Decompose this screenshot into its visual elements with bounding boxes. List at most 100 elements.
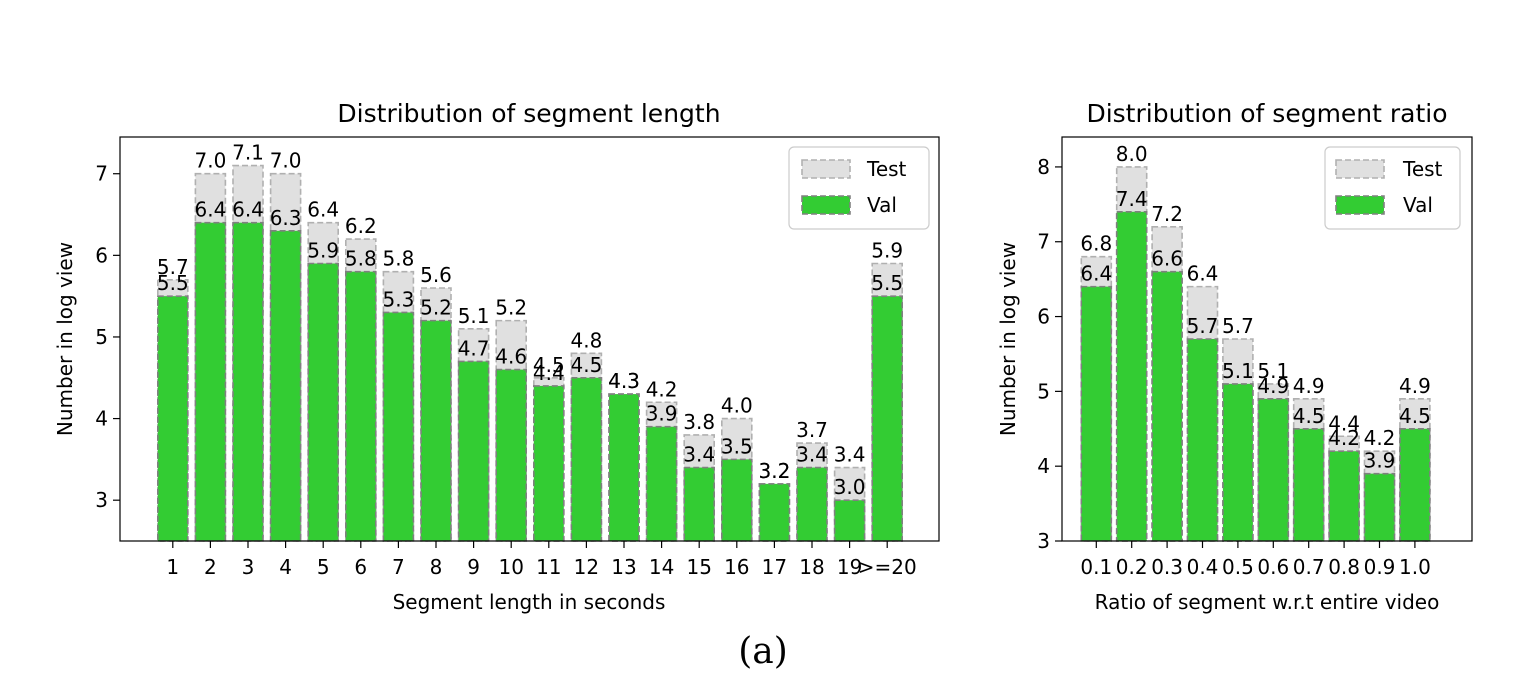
data-label-test: 5.8	[382, 247, 414, 271]
bar-val	[1363, 472, 1396, 542]
data-label-test: 5.1	[458, 304, 490, 328]
data-label-val: 6.6	[1151, 247, 1183, 271]
bar-val	[269, 230, 302, 542]
data-label-test: 5.1	[1257, 359, 1289, 383]
data-label-val: 4.2	[1328, 426, 1360, 450]
data-label-val: 5.2	[420, 296, 452, 320]
bar-val	[796, 466, 828, 542]
bar-val	[1399, 427, 1431, 542]
x-tick-label: 13	[611, 555, 636, 579]
y-axis-label: Number in log view	[996, 242, 1020, 436]
bar-val	[1292, 427, 1325, 542]
bar-val	[1257, 398, 1290, 542]
data-label-test: 5.7	[1222, 314, 1254, 338]
data-label-test: 4.9	[1399, 374, 1431, 398]
data-label-test: 4.8	[570, 328, 602, 352]
y-ticks: 3 4 5 6 7 8	[1037, 155, 1062, 553]
bar-val	[382, 311, 415, 542]
data-label-val: 6.3	[270, 206, 302, 230]
data-label-test: 3.7	[796, 418, 828, 442]
y-tick-label: 8	[1037, 155, 1050, 179]
data-label-val: 6.4	[1080, 262, 1112, 286]
bar-val	[720, 458, 753, 542]
data-label-val: 6.4	[194, 198, 226, 222]
bar-val	[833, 499, 866, 542]
x-ticks: 1 2 3 4 5 6 7 8 9 10 11 12 13 14 15 16 17 18 19>=20	[166, 541, 917, 579]
data-label-test: 7.0	[270, 149, 302, 173]
y-tick-label: 4	[1037, 454, 1050, 478]
y-axis-label: Number in log view	[53, 242, 77, 436]
bar-val	[532, 385, 565, 542]
x-tick-label: 0.5	[1222, 555, 1254, 579]
data-label-test: 6.8	[1080, 232, 1112, 256]
x-tick-label: 2	[204, 555, 217, 579]
data-label-test: 8.0	[1116, 142, 1148, 166]
data-label-test: 4.5	[533, 353, 565, 377]
plot-frame	[1061, 136, 1473, 542]
x-tick-label: 0.7	[1293, 555, 1325, 579]
data-label-test: 4.2	[1364, 426, 1396, 450]
y-tick-label: 5	[95, 325, 108, 349]
data-label-test: 4.2	[646, 377, 678, 401]
data-label-test: 5.9	[871, 239, 903, 263]
data-label-val: 4.5	[570, 353, 602, 377]
data-labels: 5.77.0 7.1 7.06.46.25.85.65.1 5.24.54.84.3 4…	[157, 141, 903, 500]
legend-swatch-test	[801, 159, 851, 179]
data-label-test: 3.4	[834, 443, 866, 467]
data-label-val: 5.9	[307, 239, 339, 263]
x-axis-label: Segment length in seconds	[393, 590, 666, 614]
data-label-val: 4.7	[458, 336, 490, 360]
x-tick-label: 15	[686, 555, 711, 579]
data-label-test: 4.9	[1293, 374, 1325, 398]
data-label-test: 5.7	[157, 255, 189, 279]
legend-swatch-val	[801, 195, 851, 215]
bar-val	[194, 221, 227, 542]
x-tick-label: 0.4	[1187, 555, 1219, 579]
data-label-val: 5.3	[382, 287, 414, 311]
x-tick-label: 14	[649, 555, 674, 579]
bar-val	[871, 295, 904, 542]
x-tick-label: 12	[574, 555, 599, 579]
segment-ratio-chart: Distribution of segment ratio Ratio of s…	[996, 99, 1473, 614]
x-tick-label: 0.9	[1364, 555, 1396, 579]
y-tick-label: 6	[95, 243, 108, 267]
data-label-val: 4.4	[533, 361, 565, 385]
x-tick-label: 8	[430, 555, 443, 579]
x-tick-label: 4	[279, 555, 292, 579]
x-tick-label: 0.3	[1151, 555, 1183, 579]
data-label-test: 6.4	[1187, 262, 1219, 286]
bar-val	[457, 360, 490, 542]
x-tick-label: 7	[392, 555, 405, 579]
y-tick-label: 3	[1037, 529, 1050, 553]
data-label-val: 3.9	[646, 402, 678, 426]
data-label-test: 7.0	[194, 149, 226, 173]
data-label-val: 4.5	[1293, 404, 1325, 428]
x-tick-label: 19	[837, 555, 862, 579]
legend-label-test: Test	[1402, 157, 1443, 181]
chart-title: Distribution of segment length	[337, 99, 720, 128]
x-tick-label: 9	[467, 555, 480, 579]
x-tick-label: 0.2	[1116, 555, 1148, 579]
y-tick-label: 7	[95, 162, 108, 186]
bar-val	[420, 319, 452, 542]
data-label-val: 7.4	[1116, 187, 1148, 211]
data-label-val: 3.9	[1364, 449, 1396, 473]
y-tick-label: 6	[1037, 305, 1050, 329]
data-label-test: 3.8	[683, 410, 715, 434]
x-tick-label: 3	[242, 555, 255, 579]
bar-val	[1222, 383, 1254, 542]
bar-val	[1328, 450, 1360, 542]
legend-swatch-val	[1335, 195, 1385, 215]
data-label-test: 6.4	[307, 198, 339, 222]
data-label-val: 4.5	[1399, 404, 1431, 428]
legend-label-val: Val	[867, 193, 897, 217]
chart-title: Distribution of segment ratio	[1086, 99, 1447, 128]
legend-swatch-test	[1335, 159, 1385, 179]
data-label-val: 3.2	[758, 459, 790, 483]
data-label-test: 7.2	[1151, 202, 1183, 226]
x-tick-label: 1	[166, 555, 179, 579]
data-label-val: 4.3	[608, 369, 640, 393]
figure-caption: (a)	[738, 631, 788, 672]
x-tick-label: 10	[498, 555, 523, 579]
